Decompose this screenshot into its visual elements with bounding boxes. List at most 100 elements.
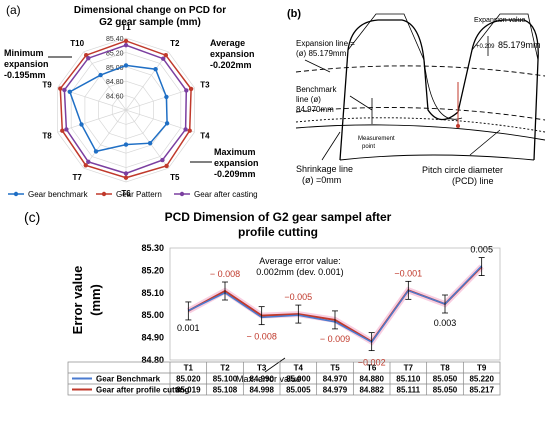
radar-point — [163, 53, 168, 58]
legend-benchmark-marker — [13, 191, 19, 197]
radar-point — [183, 127, 188, 132]
radar-spoke-7 — [57, 109, 127, 133]
max-error-arrow — [264, 357, 286, 373]
radar-point — [86, 56, 91, 61]
radar-tick-label: 84.60 — [106, 94, 124, 101]
radar-category-T9: T9 — [42, 80, 52, 89]
radar-point — [187, 128, 192, 133]
radar-point — [164, 94, 169, 100]
expansion-line-arc — [295, 65, 546, 77]
radar-point — [62, 87, 67, 93]
table-cell: 85.019 — [176, 386, 201, 395]
radar-point — [164, 163, 169, 169]
radar-series — [58, 38, 194, 180]
gear-root — [423, 59, 463, 120]
radar-category-T7: T7 — [73, 173, 83, 182]
line-chart-title-line1: PCD Dimension of G2 gear sampel after — [165, 210, 392, 224]
pcd-label-1: Pitch circle diameter — [422, 165, 503, 175]
table-cell: 85.220 — [469, 375, 494, 384]
y-tick-label: 85.00 — [141, 310, 164, 320]
expansion-value-label: Expansion value — [474, 17, 525, 24]
avg-expansion-line1: Average — [210, 38, 245, 48]
error-labels: 0.001 − 0.008 − 0.008 −0.005 − 0.009 −0.002 −0… — [177, 245, 493, 368]
y-tick-label: 85.20 — [141, 265, 164, 275]
max-expansion-line2: expansion — [214, 158, 259, 168]
radar-category-T3: T3 — [200, 80, 210, 89]
radar-point — [123, 142, 129, 147]
radar-point — [64, 127, 69, 132]
legend-pattern-label: Gear Pattern — [116, 190, 162, 199]
radar-spoke-9 — [83, 51, 127, 111]
benchmark-label-3: 84.970mm — [296, 105, 334, 114]
dimension-label: 85.179mm — [498, 40, 541, 50]
legend-casting-marker — [179, 191, 185, 197]
table-row-label: Gear after profile cutting — [96, 386, 189, 395]
avg-expansion-value: -0.202mm — [210, 60, 252, 70]
panel-c-label: (c) — [24, 209, 40, 225]
pcd-leader — [469, 129, 501, 156]
radar-category-labels: T1 T2 T3 T4 T5 T6 T7 T8 T9 T10 — [42, 23, 210, 198]
max-expansion-line1: Maximum — [214, 147, 256, 157]
radar-point — [123, 175, 129, 180]
table-cell: 84.998 — [249, 386, 274, 395]
radar-point — [161, 56, 166, 61]
table-row-label: Gear Benchmark — [96, 375, 161, 384]
radar-point — [93, 149, 99, 154]
radar-point — [123, 38, 129, 44]
table-header-T6: T6 — [367, 364, 377, 373]
expansion-value: +0.209 — [476, 44, 495, 50]
radar-point — [147, 141, 153, 146]
panel-a-label: (a) — [6, 3, 21, 17]
radar-category-T10: T10 — [70, 39, 84, 48]
line-chart-frame — [169, 247, 501, 361]
legend-casting-label: Gear after casting — [194, 190, 258, 199]
radar-title-line2: G2 gear sample (mm) — [99, 17, 201, 28]
table-cell: 85.217 — [469, 386, 494, 395]
gear-tooth-top-left — [347, 13, 425, 61]
radar-point — [67, 89, 73, 95]
measurement-point-2: point — [362, 144, 375, 150]
radar-title-line1: Dimensional change on PCD for — [74, 5, 226, 16]
table-header-T9: T9 — [477, 364, 487, 373]
table-cell: 84.880 — [359, 375, 384, 384]
expansion-line-label-1: Expansion line = — [296, 39, 355, 48]
measure-point-marker — [456, 124, 460, 128]
panel-b-label: (b) — [287, 8, 301, 20]
error-label: 0.001 — [177, 323, 200, 333]
benchmark-label-2: line (ø) — [296, 95, 321, 104]
average-note-line2: 0.002mm (dev. 0.001) — [256, 267, 343, 277]
error-label: − 0.009 — [320, 334, 350, 344]
error-label: 0.003 — [434, 318, 457, 328]
radar-tick-label: 85.00 — [106, 65, 124, 72]
radar-grid — [57, 37, 195, 183]
panel-a: (a) Dimensional change on PCD for G2 gea… — [4, 3, 259, 199]
radar-category-T6: T6 — [121, 189, 131, 198]
line-y-ticks: 85.30 85.20 85.10 85.00 84.90 84.80 — [141, 243, 164, 365]
radar-point — [98, 72, 103, 78]
radar-spoke-1 — [125, 51, 169, 111]
min-expansion-line1: Minimum — [4, 48, 44, 58]
measurement-point-1: Measurement — [358, 136, 395, 142]
radar-point — [83, 163, 89, 168]
table-header-T5: T5 — [330, 364, 340, 373]
avg-expansion-line2: expansion — [210, 49, 255, 59]
table-header-T4: T4 — [294, 364, 304, 373]
error-label: −0.001 — [394, 268, 422, 278]
table-cell: 85.050 — [433, 386, 458, 395]
pcd-label-2: (PCD) line — [452, 176, 494, 186]
radar-spoke-3 — [125, 109, 195, 133]
radar-point — [123, 43, 129, 48]
radar-category-T8: T8 — [42, 132, 52, 141]
table-header-T1: T1 — [184, 364, 194, 373]
radar-point — [123, 63, 129, 68]
gear-base-arc — [339, 154, 535, 161]
table-cell: 85.111 — [397, 386, 421, 395]
table-header-T3: T3 — [257, 364, 267, 373]
max-error-note: Max. error value — [236, 374, 301, 384]
table-header-T2: T2 — [220, 364, 230, 373]
min-expansion-line2: expansion — [4, 59, 49, 69]
panel-c: (c) PCD Dimension of G2 gear sampel afte… — [24, 209, 501, 396]
y-tick-label: 85.10 — [141, 288, 164, 298]
min-expansion-value: -0.195mm — [4, 70, 46, 80]
line-series — [185, 257, 485, 352]
